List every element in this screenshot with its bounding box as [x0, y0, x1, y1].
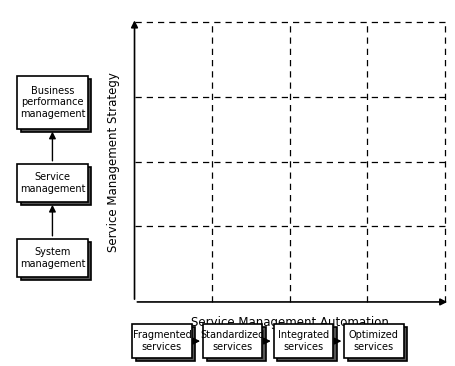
FancyBboxPatch shape	[277, 326, 336, 362]
FancyBboxPatch shape	[206, 326, 265, 362]
Text: Standardized
services: Standardized services	[200, 330, 264, 352]
FancyBboxPatch shape	[273, 324, 332, 359]
FancyBboxPatch shape	[347, 326, 406, 362]
FancyBboxPatch shape	[21, 167, 91, 205]
FancyBboxPatch shape	[21, 79, 91, 132]
FancyBboxPatch shape	[17, 239, 87, 277]
FancyBboxPatch shape	[202, 324, 262, 359]
Text: Service
management: Service management	[20, 172, 85, 194]
Text: Service Management Automation: Service Management Automation	[190, 315, 388, 329]
FancyBboxPatch shape	[136, 326, 195, 362]
Text: Fragmented
services: Fragmented services	[132, 330, 191, 352]
FancyBboxPatch shape	[21, 242, 91, 280]
FancyBboxPatch shape	[132, 324, 191, 359]
Text: System
management: System management	[20, 247, 85, 269]
Text: Service Management Strategy: Service Management Strategy	[107, 72, 120, 252]
Text: Integrated
services: Integrated services	[277, 330, 328, 352]
Text: Optimized
services: Optimized services	[348, 330, 398, 352]
Text: Business
performance
management: Business performance management	[20, 86, 85, 119]
FancyBboxPatch shape	[17, 76, 87, 129]
FancyBboxPatch shape	[17, 164, 87, 202]
FancyBboxPatch shape	[344, 324, 403, 359]
